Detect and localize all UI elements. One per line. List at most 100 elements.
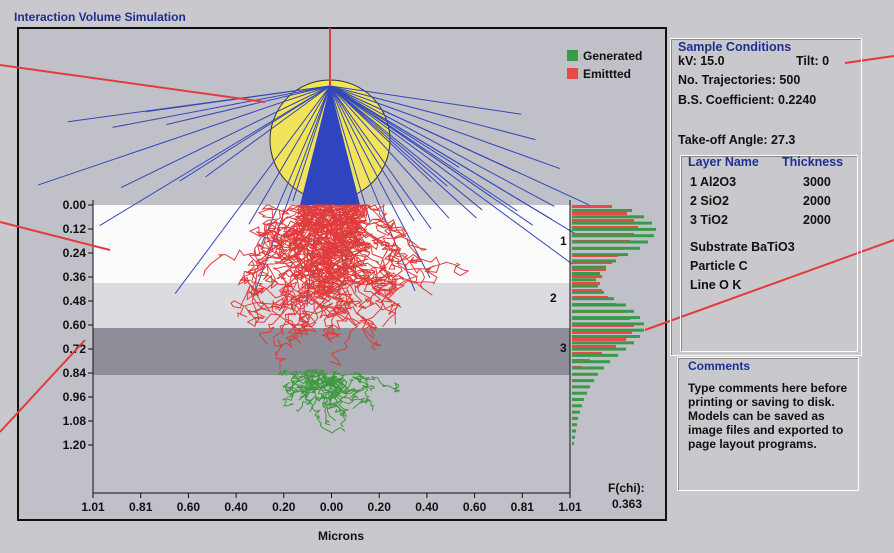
generated-bar bbox=[572, 316, 640, 319]
legend-label: Generated bbox=[583, 49, 642, 63]
generated-bar bbox=[572, 259, 616, 262]
generated-bar bbox=[572, 329, 644, 332]
generated-bar bbox=[572, 310, 634, 313]
x-tick-label: 0.60 bbox=[177, 500, 201, 514]
layer-marker: 1 bbox=[560, 234, 567, 248]
generated-bar bbox=[572, 430, 576, 433]
fchi-value: 0.363 bbox=[612, 497, 642, 511]
app-window: 0.00 0.12 0.24 0.36 0.48 0.60 0.72 0.84 0.96 1.08… bbox=[0, 0, 894, 553]
generated-bar bbox=[572, 373, 598, 376]
layer-cell: 2000 bbox=[803, 213, 831, 227]
y-tick-label: 0.00 bbox=[63, 198, 87, 212]
generated-bar bbox=[572, 253, 628, 256]
y-tick-label: 1.20 bbox=[63, 438, 87, 452]
sample-conditions: Sample Conditions kV: 15.0 Tilt: 0 No. T… bbox=[678, 40, 863, 340]
generated-bar bbox=[572, 228, 656, 231]
generated-bar bbox=[572, 348, 626, 351]
comments-title: Comments bbox=[688, 359, 853, 373]
layer-marker: 3 bbox=[560, 341, 567, 355]
col-header: Thickness bbox=[782, 155, 843, 169]
y-tick-label: 0.60 bbox=[63, 318, 87, 332]
generated-bar bbox=[572, 417, 578, 420]
legend-swatch bbox=[567, 68, 578, 79]
legend-swatch bbox=[567, 50, 578, 61]
x-tick-label: 0.40 bbox=[415, 500, 439, 514]
generated-bar bbox=[572, 442, 574, 445]
generated-bar bbox=[572, 411, 580, 414]
y-tick-label: 0.36 bbox=[63, 270, 87, 284]
generated-bar bbox=[572, 341, 634, 344]
window-title: Interaction Volume Simulation bbox=[14, 10, 186, 24]
y-tick-label: 1.08 bbox=[63, 414, 87, 428]
trajectories: No. Trajectories: 500 bbox=[678, 73, 800, 87]
x-tick-label: 0.20 bbox=[368, 500, 392, 514]
generated-bar bbox=[572, 247, 640, 250]
generated-bar bbox=[572, 385, 590, 388]
generated-bar bbox=[572, 436, 575, 439]
x-axis-title: Microns bbox=[318, 529, 364, 543]
comments-text: Type comments here before printing or sa… bbox=[688, 381, 853, 451]
layer-cell: 1 Al2O3 bbox=[690, 175, 736, 189]
layer-cell: 2 SiO2 bbox=[690, 194, 729, 208]
x-tick-label: 0.60 bbox=[463, 500, 487, 514]
generated-bar bbox=[572, 209, 632, 212]
generated-bar bbox=[572, 278, 596, 281]
comments: Comments Type comments here before print… bbox=[688, 359, 853, 451]
x-tick-label: 0.40 bbox=[224, 500, 248, 514]
generated-bar bbox=[572, 392, 587, 395]
y-tick-label: 0.48 bbox=[63, 294, 87, 308]
x-tick-label: 0.81 bbox=[511, 500, 535, 514]
generated-bar bbox=[572, 367, 604, 370]
x-tick-label: 0.00 bbox=[320, 500, 344, 514]
emitted-bar bbox=[572, 345, 616, 348]
emitted-bar bbox=[572, 275, 602, 278]
section-title: Sample Conditions bbox=[678, 40, 791, 54]
y-tick-label: 0.84 bbox=[63, 366, 87, 380]
x-tick-label: 1.01 bbox=[81, 500, 105, 514]
generated-bar bbox=[572, 234, 654, 237]
kv: kV: 15.0 bbox=[678, 54, 725, 68]
legend-label: Emittted bbox=[583, 67, 631, 81]
generated-bar bbox=[572, 360, 610, 363]
x-tick-label: 1.01 bbox=[558, 500, 582, 514]
col-header: Layer Name bbox=[688, 155, 759, 169]
layer-cell: 2000 bbox=[803, 194, 831, 208]
bs-coefficient: B.S. Coefficient: 0.2240 bbox=[678, 93, 816, 107]
line: Line O K bbox=[690, 278, 741, 292]
layer-cell: 3 TiO2 bbox=[690, 213, 728, 227]
take-off-angle: Take-off Angle: 27.3 bbox=[678, 133, 795, 147]
layer-cell: 3000 bbox=[803, 175, 831, 189]
generated-bar bbox=[572, 285, 598, 288]
generated-bar bbox=[572, 222, 652, 225]
generated-bar bbox=[572, 272, 600, 275]
generated-bar bbox=[572, 304, 626, 307]
y-tick-label: 0.96 bbox=[63, 390, 87, 404]
generated-bar bbox=[572, 379, 594, 382]
emitted-bar bbox=[572, 212, 627, 215]
layer-marker: 2 bbox=[550, 291, 557, 305]
y-tick-label: 0.12 bbox=[63, 222, 87, 236]
emitted-bar bbox=[572, 282, 600, 285]
generated-bar bbox=[572, 266, 606, 269]
generated-bar bbox=[572, 423, 577, 426]
generated-bar bbox=[572, 335, 640, 338]
generated-bar bbox=[572, 291, 604, 294]
generated-bar bbox=[572, 404, 582, 407]
generated-bar bbox=[572, 322, 644, 325]
generated-bar bbox=[572, 215, 644, 218]
x-tick-label: 0.20 bbox=[272, 500, 296, 514]
x-tick-label: 0.81 bbox=[129, 500, 153, 514]
y-tick-label: 0.24 bbox=[63, 246, 87, 260]
y-tick-label: 0.72 bbox=[63, 342, 87, 356]
emitted-bar bbox=[572, 219, 634, 222]
emitted-bar bbox=[572, 205, 612, 208]
layer-3 bbox=[93, 328, 570, 375]
emitted-bar bbox=[572, 338, 626, 341]
particle: Particle C bbox=[690, 259, 748, 273]
generated-bar bbox=[572, 297, 614, 300]
substrate: Substrate BaTiO3 bbox=[690, 240, 795, 254]
generated-bar bbox=[572, 398, 584, 401]
fchi-label: F(chi): bbox=[608, 481, 645, 495]
generated-bar bbox=[572, 354, 618, 357]
tilt: Tilt: 0 bbox=[796, 54, 829, 68]
